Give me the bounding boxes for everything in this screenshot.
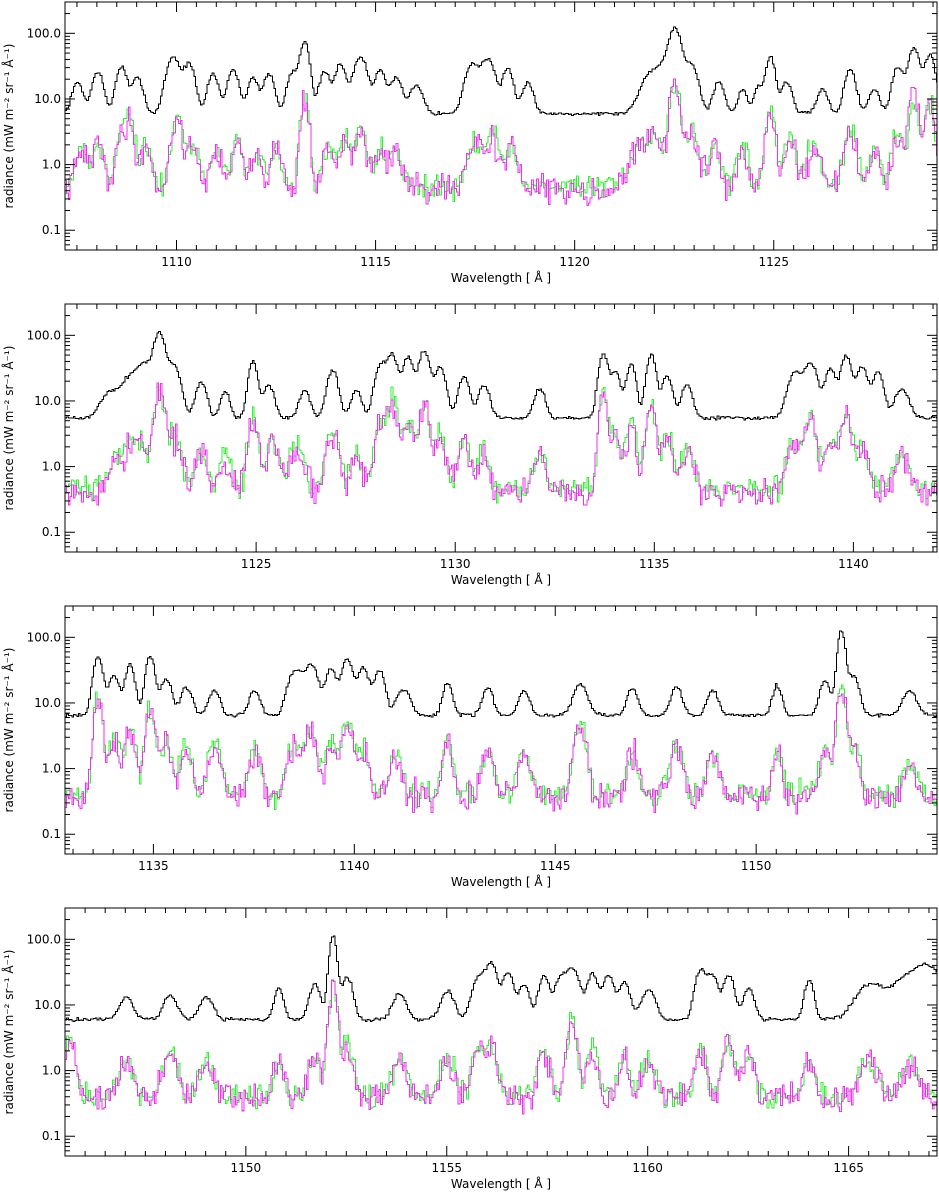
x-axis-label: Wavelength [ Å ]	[451, 874, 551, 889]
series-3-line	[65, 382, 937, 507]
y-tick-label: 100.0	[27, 932, 61, 946]
series-2-line	[65, 86, 937, 202]
panel-4: 1150 1155 1160 1165 0.1 1.0 10.0 100.0 Wavelengt…	[1, 907, 938, 1191]
series-1-line	[65, 330, 937, 421]
y-tick-label: 10.0	[34, 696, 61, 710]
traces	[65, 935, 937, 1115]
y-axis-label: radiance (mW m⁻² sr⁻¹ Å⁻¹)	[1, 950, 16, 1115]
series-3-line	[65, 78, 937, 206]
series-3-line	[65, 693, 937, 815]
x-tick-label: 1160	[632, 1161, 663, 1175]
x-axis-label: Wavelength [ Å ]	[451, 1176, 551, 1191]
y-tick-label: 1.0	[42, 460, 61, 474]
panel-1: 1110 1115 1120 1125 0.1 1.0 10.0 100.0 Wavelengt…	[1, 1, 938, 285]
y-axis-label: radiance (mW m⁻² sr⁻¹ Å⁻¹)	[1, 346, 16, 511]
x-tick-label: 1140	[339, 859, 370, 873]
y-tick-label: 10.0	[34, 92, 61, 106]
y-axis-label: radiance (mW m⁻² sr⁻¹ Å⁻¹)	[1, 44, 16, 209]
y-tick-label: 100.0	[27, 26, 61, 40]
x-tick-label: 1150	[741, 859, 772, 873]
y-tick-label: 1.0	[42, 158, 61, 172]
y-axis-label: radiance (mW m⁻² sr⁻¹ Å⁻¹)	[1, 648, 16, 813]
series-2-line	[65, 684, 937, 810]
y-tick-label: 100.0	[27, 630, 61, 644]
y-tick-label: 1.0	[42, 762, 61, 776]
plot-frame	[64, 1, 938, 251]
series-1-line	[65, 26, 937, 116]
x-axis-label: Wavelength [ Å ]	[451, 270, 551, 285]
x-tick-label: 1125	[758, 255, 789, 269]
x-tick-label: 1125	[241, 557, 272, 571]
x-tick-label: 1135	[138, 859, 169, 873]
x-axis-label: Wavelength [ Å ]	[451, 572, 551, 587]
y-tick-label: 0.1	[42, 827, 61, 841]
y-tick-label: 10.0	[34, 998, 61, 1012]
y-tick-label: 10.0	[34, 394, 61, 408]
panel-2: 1125 1130 1135 1140 0.1 1.0 10.0 100.0 Wavelengt…	[1, 303, 938, 587]
series-2-line	[65, 386, 937, 504]
traces	[65, 630, 937, 815]
x-tick-label: 1145	[540, 859, 571, 873]
plot-frame	[64, 907, 938, 1157]
x-tick-label: 1140	[838, 557, 869, 571]
x-tick-label: 1130	[440, 557, 471, 571]
x-tick-label: 1120	[559, 255, 590, 269]
y-tick-label: 0.1	[42, 1129, 61, 1143]
plot-frame	[64, 605, 938, 855]
series-1-line	[65, 630, 937, 718]
series-3-line	[65, 979, 937, 1115]
traces	[65, 330, 937, 507]
plot-frame	[64, 303, 938, 553]
y-tick-label: 100.0	[27, 328, 61, 342]
x-tick-label: 1155	[431, 1161, 462, 1175]
series-1-line	[65, 935, 937, 1022]
x-tick-label: 1165	[833, 1161, 864, 1175]
traces	[65, 26, 937, 206]
x-tick-label: 1150	[231, 1161, 262, 1175]
x-tick-label: 1110	[161, 255, 192, 269]
x-tick-label: 1115	[360, 255, 391, 269]
y-tick-label: 1.0	[42, 1064, 61, 1078]
panel-3: 1135 1140 1145 1150 0.1 1.0 10.0 100.0 Wavelengt…	[1, 605, 938, 889]
y-tick-label: 0.1	[42, 525, 61, 539]
y-tick-label: 0.1	[42, 223, 61, 237]
x-tick-label: 1135	[639, 557, 670, 571]
